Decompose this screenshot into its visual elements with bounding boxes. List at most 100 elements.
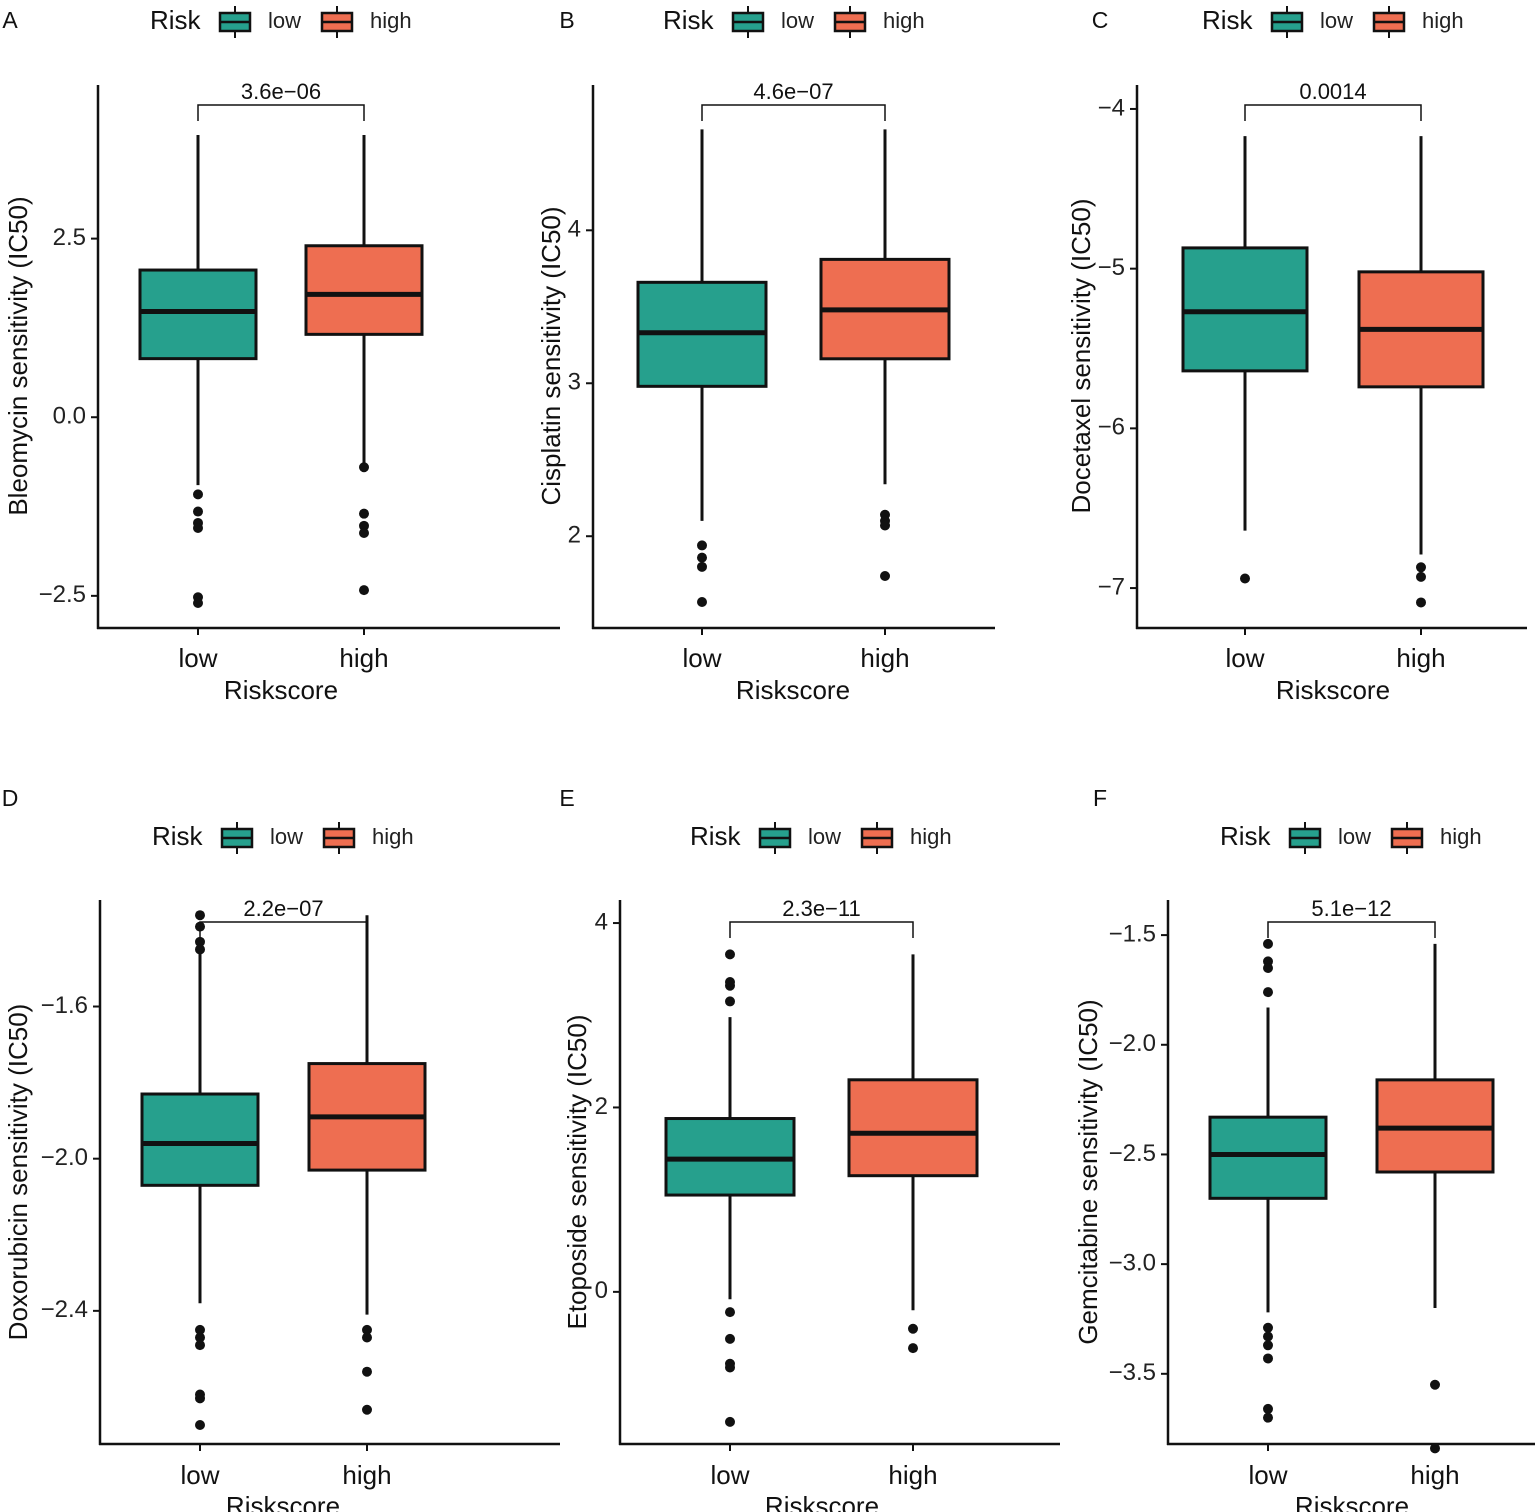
outlier-point [697, 552, 707, 563]
legend-key-high [320, 6, 354, 38]
bracket-line [1267, 921, 1436, 938]
p-value: 5.1e−12 [1311, 896, 1391, 921]
y-tick-label: 2 [568, 522, 581, 549]
outlier-point [193, 522, 203, 533]
outlier-point [359, 520, 369, 531]
legend: Risk low high [1220, 821, 1482, 854]
y-tick-label: −1.5 [1109, 920, 1156, 947]
legend: Risk low high [1202, 5, 1464, 38]
legend-title: Risk [663, 5, 715, 35]
y-axis-title: Bleomycin sensitivity (IC50) [3, 196, 33, 515]
legend-title: Risk [150, 5, 202, 35]
outlier-point [195, 1393, 205, 1404]
legend-label-low: low [1338, 824, 1371, 849]
outlier-point [359, 527, 369, 538]
legend-label-high: high [1422, 8, 1464, 33]
legend-key-high [1372, 6, 1406, 38]
y-axis-title: Doxorubicin sensitivity (IC50) [3, 1004, 33, 1341]
y-tick-label: 4 [595, 908, 608, 935]
box-low [664, 949, 796, 1427]
significance-bracket: 4.6e−07 [701, 79, 886, 121]
y-tick-label: −5 [1098, 254, 1125, 281]
x-tick-label: low [1225, 643, 1264, 673]
legend-key-low [731, 6, 765, 38]
legend-label-high: high [370, 8, 412, 33]
significance-bracket: 0.0014 [1244, 79, 1422, 121]
outlier-point [725, 949, 735, 960]
outlier-point [362, 1324, 372, 1335]
legend-key-low [218, 6, 252, 38]
p-value: 3.6e−06 [241, 79, 321, 104]
x-tick-label: low [178, 643, 217, 673]
x-axis-title: Riskscore [1295, 1491, 1409, 1512]
legend-key-low [220, 822, 254, 854]
x-tick-label: high [339, 643, 388, 673]
outlier-point [725, 977, 735, 988]
iqr-box [304, 244, 424, 336]
x-tick-label: high [1396, 643, 1445, 673]
x-axis-title: Riskscore [1276, 675, 1390, 705]
x-axis-title: Riskscore [765, 1491, 879, 1512]
panel-d: D Risk low high −2.4 −2.0 −1.6 low high 2.2e−07 Ri… [2, 785, 560, 1512]
legend-key-high [860, 822, 894, 854]
outlier-point [195, 1419, 205, 1430]
x-tick-label: high [1410, 1460, 1459, 1490]
legend-label-high: high [372, 824, 414, 849]
legend-key-high [1390, 822, 1424, 854]
outlier-point [362, 1404, 372, 1415]
y-tick-label: −3.5 [1109, 1359, 1156, 1386]
outlier-point [1263, 1331, 1273, 1342]
box-low [1208, 938, 1328, 1423]
outlier-point [1416, 562, 1426, 573]
y-tick-label: −2.0 [1109, 1030, 1156, 1057]
outlier-point [1263, 1403, 1273, 1414]
p-value: 2.3e−11 [782, 896, 861, 921]
panel-b: B Risk low high 2 3 4 low high 4.6e−07 Riskscore Ci… [536, 5, 995, 705]
legend-title: Risk [1220, 821, 1272, 851]
outlier-point [193, 597, 203, 608]
legend: Risk low high [690, 821, 952, 854]
outlier-point [880, 570, 890, 581]
y-tick-label: −2.5 [1109, 1140, 1156, 1167]
box-high [847, 954, 979, 1354]
x-axis-title: Riskscore [226, 1491, 340, 1512]
outlier-point [1263, 963, 1273, 973]
legend-label-low: low [268, 8, 301, 33]
outlier-point [1263, 938, 1273, 949]
outlier-point [195, 1340, 205, 1351]
y-tick-label: −1.6 [41, 992, 88, 1019]
box-high [307, 915, 427, 1415]
p-value: 0.0014 [1299, 79, 1366, 104]
panel-letter: D [2, 785, 19, 811]
legend-label-high: high [910, 824, 952, 849]
bracket-line [197, 104, 365, 121]
y-axis-title: Cisplatin sensitivity (IC50) [536, 206, 566, 505]
legend-label-low: low [781, 8, 814, 33]
outlier-point [362, 1366, 372, 1377]
legend: Risk low high [152, 821, 414, 854]
outlier-point [1416, 597, 1426, 608]
iqr-box [847, 1078, 979, 1178]
y-tick-label: 4 [568, 216, 581, 243]
outlier-point [1263, 1340, 1273, 1351]
box-high [819, 129, 951, 581]
outlier-point [1430, 1379, 1440, 1390]
outlier-point [725, 1307, 735, 1318]
bracket-line [1244, 104, 1422, 121]
x-tick-label: high [860, 643, 909, 673]
y-axis-title: Etoposide sensitivity (IC50) [562, 1014, 592, 1329]
box-high [304, 135, 424, 596]
x-tick-label: high [888, 1460, 937, 1490]
panel-letter: C [1092, 7, 1109, 33]
legend-title: Risk [1202, 5, 1254, 35]
outlier-point [1240, 573, 1250, 584]
outlier-point [697, 561, 707, 572]
legend-key-low [758, 822, 792, 854]
panel-a: A Risk low high −2.5 0.0 2.5 low high 3.6e−06 Risk… [2, 5, 560, 705]
outlier-point [362, 1332, 372, 1343]
outlier-point [195, 910, 205, 921]
outlier-point [1416, 571, 1426, 582]
y-tick-label: 2.5 [53, 224, 86, 251]
legend-label-low: low [808, 824, 841, 849]
